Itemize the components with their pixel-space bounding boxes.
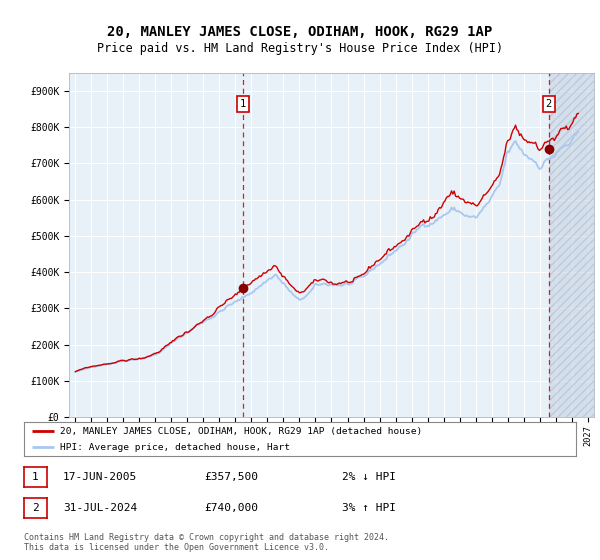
Text: £740,000: £740,000 [204, 503, 258, 513]
Text: 1: 1 [240, 99, 246, 109]
Text: 20, MANLEY JAMES CLOSE, ODIHAM, HOOK, RG29 1AP: 20, MANLEY JAMES CLOSE, ODIHAM, HOOK, RG… [107, 25, 493, 39]
Text: This data is licensed under the Open Government Licence v3.0.: This data is licensed under the Open Gov… [24, 543, 329, 552]
Text: 2: 2 [32, 503, 39, 513]
Text: 20, MANLEY JAMES CLOSE, ODIHAM, HOOK, RG29 1AP (detached house): 20, MANLEY JAMES CLOSE, ODIHAM, HOOK, RG… [60, 427, 422, 436]
Text: 2: 2 [546, 99, 552, 109]
Text: 17-JUN-2005: 17-JUN-2005 [63, 472, 137, 482]
Text: 3% ↑ HPI: 3% ↑ HPI [342, 503, 396, 513]
Text: 31-JUL-2024: 31-JUL-2024 [63, 503, 137, 513]
Text: 1: 1 [32, 472, 39, 482]
Bar [549, 73, 594, 417]
Text: HPI: Average price, detached house, Hart: HPI: Average price, detached house, Hart [60, 442, 290, 451]
Text: Price paid vs. HM Land Registry's House Price Index (HPI): Price paid vs. HM Land Registry's House … [97, 42, 503, 55]
Text: 2% ↓ HPI: 2% ↓ HPI [342, 472, 396, 482]
Text: Contains HM Land Registry data © Crown copyright and database right 2024.: Contains HM Land Registry data © Crown c… [24, 533, 389, 542]
Text: £357,500: £357,500 [204, 472, 258, 482]
